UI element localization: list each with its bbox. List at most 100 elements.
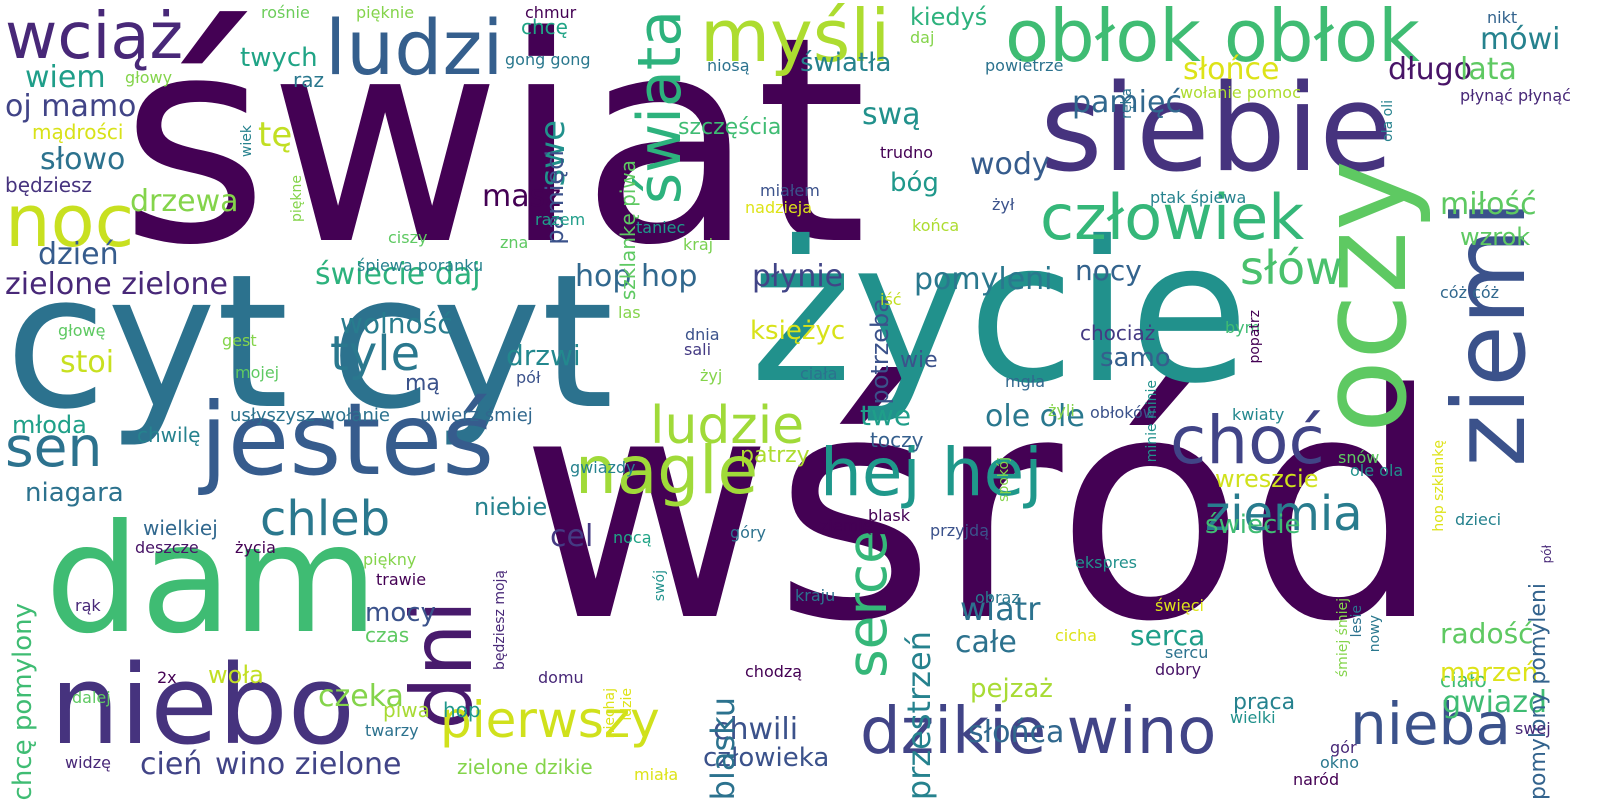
word-chodza: chodzą — [745, 662, 803, 681]
word-pol: pół — [1540, 545, 1554, 564]
word-ole-ole: ole ole — [985, 399, 1085, 434]
word-ludzi: ludzi — [325, 3, 504, 92]
word-lata: lata — [1460, 52, 1517, 87]
word-choc: choć — [1170, 402, 1325, 479]
word-wolnosc: wolność — [340, 307, 453, 340]
word-smiej-smiej: śmiej śmiej — [1335, 598, 1351, 678]
word-chwile: chwilę — [137, 423, 201, 447]
word-hop-hop: hop hop — [575, 259, 698, 294]
word-niagara: niagara — [25, 478, 124, 508]
word-trawie: trawie — [376, 570, 427, 589]
word-dzien: dzień — [38, 237, 119, 272]
word-czlowiek: człowiek — [1040, 181, 1305, 254]
word-ma: mą — [405, 371, 440, 396]
word-popatrz: popatrz — [1247, 310, 1263, 364]
word-dalej: dalej — [72, 688, 111, 707]
word-chociaz: chociaż — [1080, 321, 1156, 345]
word-zycie: życie — [750, 199, 1250, 426]
word-wielki: wielki — [1230, 708, 1276, 727]
word-samo: samo — [1100, 343, 1171, 373]
word-toczy: toczy — [870, 428, 924, 452]
word-hej-hej: hej hej — [820, 434, 1043, 511]
word-swiatla: światła — [800, 48, 892, 78]
word-wiem: wiem — [25, 60, 106, 95]
word-bym: bym — [1225, 318, 1261, 337]
word-snow: snów — [1338, 448, 1380, 467]
word-wola: woła — [208, 661, 264, 689]
word-siebie: siebie — [1040, 60, 1394, 199]
word-cyt: cyt — [5, 234, 289, 450]
word-zyl: żył — [992, 195, 1015, 214]
word-twych: twych — [240, 43, 318, 73]
word-tyle: tyle — [330, 326, 421, 382]
word-chmur: chmur — [525, 3, 577, 22]
word-swieci: święci — [1155, 596, 1204, 615]
word-glowe: głowę — [58, 321, 106, 340]
word-slonce: słońce — [1183, 52, 1280, 87]
word-uslyszysz-wolanie: usłyszysz wołanie — [230, 405, 390, 426]
word-daj: daj — [910, 28, 935, 47]
word-mysli: myśli — [700, 0, 891, 78]
word-bedziesz: będziesz — [5, 173, 92, 197]
word-ziemie: ziemię — [820, 516, 873, 535]
word-widze: widzę — [65, 753, 111, 772]
word-twarzy: twarzy — [365, 721, 419, 740]
word-ciszy: ciszy — [388, 228, 428, 247]
word-uwierz-smiej: uwierz śmiej — [420, 405, 533, 426]
word-wzrok: wzrok — [1460, 223, 1531, 251]
word-oblok-oblok: obłok obłok — [1005, 0, 1420, 78]
word-kwiaty: kwiaty — [1232, 405, 1285, 424]
word-bog: bóg — [890, 168, 939, 198]
word-mloda: młoda — [12, 411, 87, 439]
word-wiatr: wiatr — [960, 590, 1041, 628]
word-dlugo: długo — [1388, 52, 1472, 87]
word-wiek: wiek — [239, 125, 255, 158]
word-swiecie: świecie — [1205, 510, 1301, 540]
word-ziemia: ziemia — [1205, 486, 1363, 542]
word-okno: okno — [1320, 753, 1359, 772]
word-dam: dam — [45, 493, 379, 667]
word-pejzaz: pejzaż — [970, 674, 1053, 704]
word-patrzy: patrzy — [740, 443, 810, 468]
word-wino-zielone: wino zielone — [215, 747, 402, 782]
word-narod: naród — [1293, 770, 1340, 789]
word-deszcze: deszcze — [135, 538, 199, 557]
word-razem: razem — [535, 210, 586, 229]
word-nagle: nagle — [575, 432, 759, 509]
word-oj-mamo: oj mamo — [5, 89, 137, 124]
word-masz: masz — [482, 179, 561, 214]
word-slow: słów — [1240, 241, 1343, 295]
word-nadzieja: nadzieja — [745, 198, 813, 217]
word-cel: cel — [550, 519, 594, 554]
word-swiecie-daj: świecie daj — [315, 257, 481, 292]
word-serce: serce — [835, 530, 899, 678]
word-bedziesz-moja: będziesz moją — [492, 570, 508, 671]
word-swiat: świat — [120, 0, 868, 308]
word-szczescia: szczęścia — [678, 115, 782, 140]
word-chce: chcę — [521, 15, 568, 39]
word-kraj: kraj — [683, 235, 714, 254]
word-spiewa-poranku: śpiewa poranku — [357, 256, 484, 275]
word-wciaz: wciąż — [5, 0, 184, 74]
word-taniec: taniec — [636, 218, 686, 237]
word-noc: noc — [5, 179, 135, 263]
word-isc: iść — [880, 290, 902, 309]
word-plynac-plynac: płynąć płynąć — [1460, 86, 1571, 105]
word-pol: pół — [516, 368, 541, 387]
word-gory: góry — [730, 523, 766, 542]
word-slowo: słowo — [40, 142, 126, 177]
word-piwa: piwa — [383, 698, 430, 722]
word-oblokow: obłoków — [1090, 403, 1156, 422]
word-przestrzen: przestrzeń — [900, 630, 938, 800]
word-kiedys: kiedyś — [910, 3, 988, 31]
word-serca: serca — [1130, 619, 1206, 652]
word-wreszcie: wreszcie — [1215, 465, 1319, 493]
word-slonca: słońca — [968, 715, 1065, 750]
word-chleb: chleb — [260, 491, 391, 547]
word-wie: wie — [900, 348, 938, 373]
word-nieba: nieba — [1350, 690, 1511, 758]
word-twe: twe — [860, 399, 912, 432]
word-pamiec: pamięć — [1072, 85, 1182, 120]
word-mocy: mocy — [365, 598, 436, 628]
